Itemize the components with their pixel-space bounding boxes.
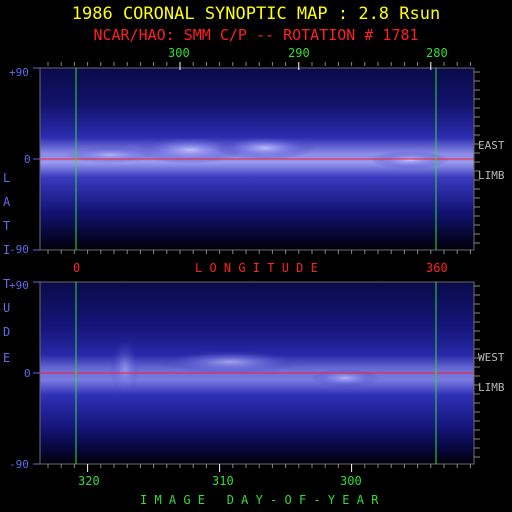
east-bright-region — [370, 151, 450, 169]
latitude-letter: I — [3, 243, 11, 257]
longitude-tick-label: 0 — [73, 261, 81, 275]
latitude-letter: U — [3, 301, 11, 315]
east-ytick-label: -90 — [9, 243, 29, 256]
tick-marks — [33, 62, 480, 472]
west-ytick-label: 0 — [24, 367, 31, 380]
east-bright-region — [65, 147, 155, 163]
bottom-axis-label: I M A G E D A Y - O F - Y E A R — [140, 493, 379, 507]
top-tick-label: 290 — [288, 46, 310, 60]
latitude-letter: A — [3, 195, 11, 209]
west-ytick-label: -90 — [9, 458, 29, 471]
east-limb-label: LIMB — [478, 169, 505, 182]
east-ytick-label: +90 — [9, 66, 29, 79]
east-bright-region — [135, 136, 245, 164]
west-bright-region — [110, 338, 140, 398]
west-limb-label: LIMB — [478, 381, 505, 394]
west-limb-label: WEST — [478, 351, 505, 364]
chart-title: 1986 CORONAL SYNOPTIC MAP : 2.8 Rsun — [71, 4, 441, 24]
east-bright-region — [215, 136, 315, 160]
longitude-tick-label: 360 — [426, 261, 448, 275]
latitude-letter: E — [3, 351, 11, 365]
latitude-letter: T — [3, 219, 11, 233]
bottom-tick-label: 310 — [212, 474, 234, 488]
latitude-letter: T — [3, 277, 11, 291]
chart-subtitle: NCAR/HAO: SMM C/P -- ROTATION # 1781 — [93, 26, 419, 44]
west-ytick-label: +90 — [9, 279, 29, 292]
east-ytick-label: 0 — [24, 153, 31, 166]
latitude-letter: L — [3, 171, 11, 185]
bottom-tick-label: 300 — [340, 474, 362, 488]
longitude-axis-label: L O N G I T U D E — [195, 261, 318, 275]
west-bright-region — [160, 350, 300, 374]
top-tick-label: 300 — [168, 46, 190, 60]
top-tick-label: 280 — [426, 46, 448, 60]
west-bright-region — [310, 369, 380, 387]
east-limb-label: EAST — [478, 139, 505, 152]
latitude-letter: D — [3, 325, 11, 339]
bottom-tick-label: 320 — [78, 474, 100, 488]
